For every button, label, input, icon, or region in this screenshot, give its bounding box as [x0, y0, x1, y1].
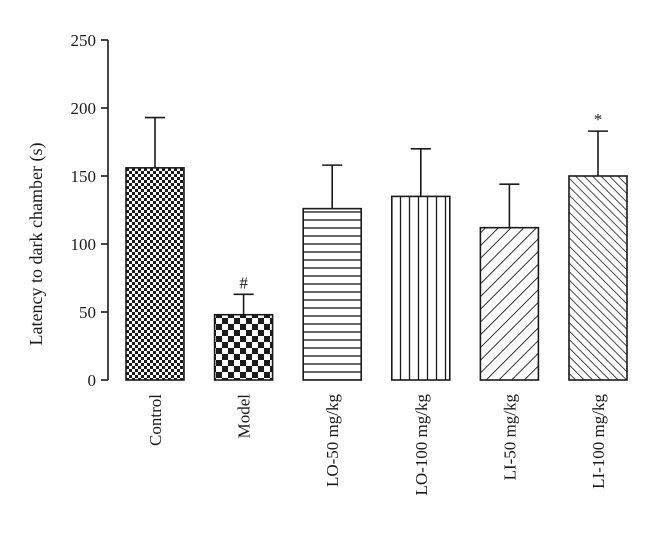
- error-bars-group: #*: [145, 110, 608, 315]
- bar: [390, 195, 451, 381]
- x-category-label: LI-50 mg/kg: [500, 394, 519, 481]
- x-category-label: Control: [146, 394, 165, 446]
- bar: [568, 175, 628, 381]
- x-category-label: LI-100 mg/kg: [589, 394, 608, 489]
- bar: [213, 313, 274, 381]
- x-axis-labels: Control Model LO-50 mg/kg LO-100 mg/kg LI-50…: [146, 394, 608, 496]
- y-axis-title: Latency to dark chamber (s): [26, 143, 47, 346]
- y-tick-label: 150: [71, 167, 97, 186]
- x-category-label: LO-50 mg/kg: [323, 394, 342, 488]
- y-tick-label: 0: [88, 371, 97, 390]
- significance-marker: #: [239, 273, 248, 292]
- y-tick-label: 50: [79, 303, 96, 322]
- y-tick-label: 200: [71, 99, 97, 118]
- bar: [302, 207, 363, 381]
- x-category-label: Model: [235, 394, 254, 439]
- y-axis: 0 50 100 150 200 250: [71, 31, 109, 390]
- y-tick-label: 250: [71, 31, 97, 50]
- bar: [125, 167, 185, 381]
- bar: [479, 226, 540, 381]
- y-tick-label: 100: [71, 235, 97, 254]
- bars-group: [125, 167, 628, 381]
- x-category-label: LO-100 mg/kg: [412, 394, 431, 496]
- significance-marker: *: [594, 110, 603, 129]
